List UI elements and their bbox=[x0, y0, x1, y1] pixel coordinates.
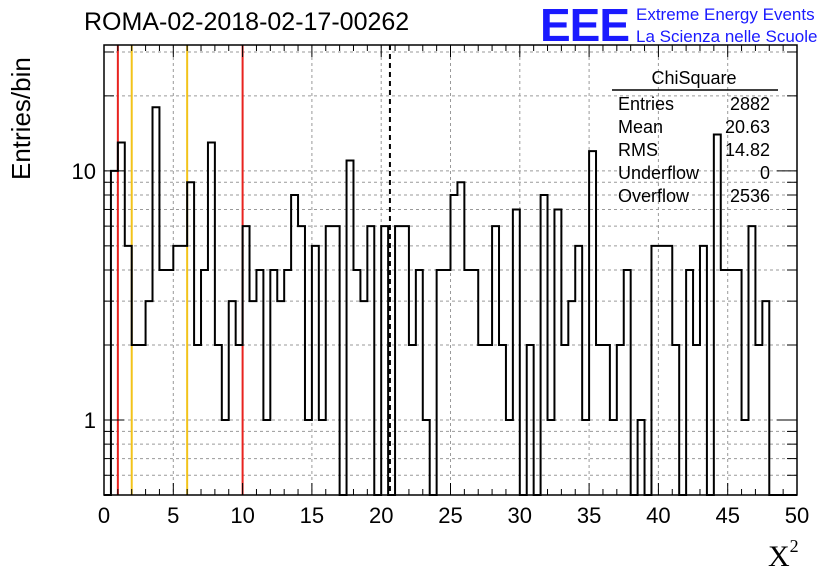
histogram-bin bbox=[471, 270, 478, 495]
histogram-bin bbox=[457, 182, 464, 495]
histogram-bin bbox=[568, 301, 575, 495]
x-tick-label: 50 bbox=[785, 503, 809, 528]
histogram-bin bbox=[173, 246, 180, 495]
histogram-bin bbox=[125, 246, 132, 495]
x-tick-label: 20 bbox=[369, 503, 393, 528]
histogram-bin bbox=[721, 270, 728, 495]
histogram-bin bbox=[284, 270, 291, 495]
histogram-bin bbox=[624, 270, 631, 495]
histogram-bin bbox=[159, 270, 166, 495]
stats-value: 20.63 bbox=[725, 117, 770, 137]
x-tick-label: 45 bbox=[715, 503, 739, 528]
logo-caption-line1: Extreme Energy Events bbox=[636, 5, 815, 24]
histogram-bin bbox=[444, 270, 451, 495]
histogram-bin bbox=[187, 182, 194, 495]
histogram-bin bbox=[589, 151, 596, 495]
histogram-bin bbox=[277, 301, 284, 495]
x-tick-label: 5 bbox=[167, 503, 179, 528]
stats-box: ChiSquare Entries 2882 Mean 20.63 RMS 14.82 Und… bbox=[612, 68, 778, 206]
axes: 0 5 10 15 20 25 30 35 40 45 50 1 10 bbox=[72, 44, 809, 528]
x-axis-label: X2 bbox=[768, 536, 799, 574]
chart-title: ROMA-02-2018-02-17-00262 bbox=[84, 8, 410, 36]
histogram-bin bbox=[367, 226, 374, 495]
histogram-bin bbox=[381, 226, 388, 495]
histogram-bin bbox=[554, 209, 561, 495]
histogram-bin bbox=[665, 246, 672, 495]
histogram-bin bbox=[686, 270, 693, 495]
histogram-bin bbox=[416, 270, 423, 495]
x-tick-label: 40 bbox=[646, 503, 670, 528]
stats-value: 2536 bbox=[730, 186, 770, 206]
x-tick-label: 10 bbox=[230, 503, 254, 528]
x-tick-label: 35 bbox=[577, 503, 601, 528]
histogram-bin bbox=[333, 226, 340, 495]
logo-caption: Extreme Energy Events La Scienza nelle S… bbox=[636, 4, 817, 48]
histogram-bin bbox=[166, 270, 173, 495]
histogram-bars bbox=[104, 106, 797, 496]
histogram-bin bbox=[728, 270, 735, 495]
histogram-bin bbox=[298, 226, 305, 495]
stats-label: RMS bbox=[618, 140, 658, 160]
histogram-bin bbox=[748, 226, 755, 495]
stats-label: Mean bbox=[618, 117, 663, 137]
stats-label: Entries bbox=[618, 94, 674, 114]
y-tick-label: 10 bbox=[72, 159, 96, 184]
histogram-bin bbox=[762, 301, 769, 495]
histogram-bin bbox=[651, 246, 658, 495]
histogram-bin bbox=[256, 270, 263, 495]
histogram-bin bbox=[353, 270, 360, 495]
histogram-bin bbox=[250, 301, 257, 495]
x-tick-label: 25 bbox=[438, 503, 462, 528]
x-axis-label-superscript: 2 bbox=[789, 536, 799, 556]
histogram-bin bbox=[243, 226, 250, 495]
histogram-bin bbox=[437, 270, 444, 495]
stats-label: Underflow bbox=[618, 163, 700, 183]
x-tick-label: 15 bbox=[300, 503, 324, 528]
histogram-bin bbox=[575, 246, 582, 495]
histogram-bin bbox=[111, 171, 118, 495]
histogram-bin bbox=[492, 226, 499, 495]
histogram-bin bbox=[326, 226, 333, 495]
stats-label: Overflow bbox=[618, 186, 690, 206]
histogram-bin bbox=[464, 270, 471, 495]
histogram-outline bbox=[104, 106, 797, 496]
histogram-bin bbox=[402, 226, 409, 495]
stats-value: 2882 bbox=[730, 94, 770, 114]
x-tick-label: 30 bbox=[508, 503, 532, 528]
histogram-bin bbox=[735, 270, 742, 495]
histogram-bin bbox=[347, 161, 354, 495]
histogram-bin bbox=[395, 226, 402, 495]
histogram-bin bbox=[360, 301, 367, 495]
x-tick-label: 0 bbox=[98, 503, 110, 528]
eee-logo: EEE bbox=[540, 0, 630, 51]
histogram-bin bbox=[658, 246, 665, 495]
x-axis-label-base: X bbox=[768, 540, 790, 573]
histogram-bin bbox=[312, 246, 319, 495]
histogram-bin bbox=[201, 270, 208, 495]
histogram-bin bbox=[229, 301, 236, 495]
histogram-bin bbox=[714, 134, 721, 495]
logo-caption-line2: La Scienza nelle Scuole bbox=[636, 27, 818, 46]
histogram-bin bbox=[700, 246, 707, 495]
histogram-bin bbox=[513, 209, 520, 495]
histogram-bin bbox=[146, 301, 153, 495]
stats-header: ChiSquare bbox=[651, 68, 736, 88]
histogram-bin bbox=[270, 270, 277, 495]
y-tick-label: 1 bbox=[84, 408, 96, 433]
histogram-bin bbox=[180, 246, 187, 495]
stats-value: 0 bbox=[760, 163, 770, 183]
stats-value: 14.82 bbox=[725, 140, 770, 160]
